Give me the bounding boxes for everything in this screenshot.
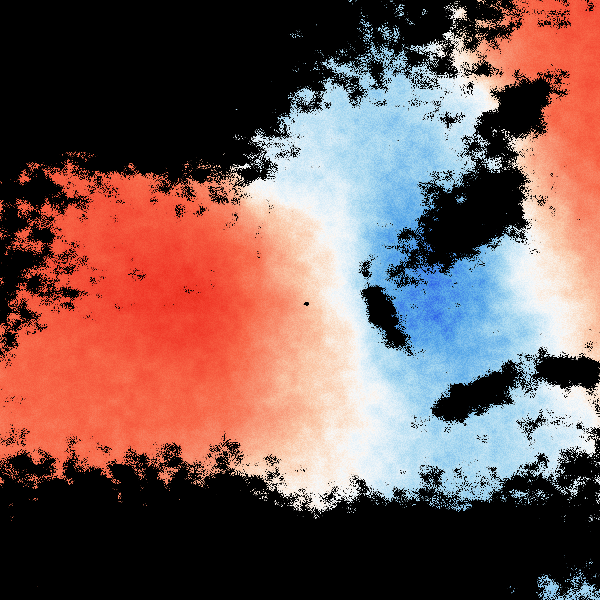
false-color-raster (0, 0, 600, 600)
raster-image-canvas (0, 0, 600, 600)
